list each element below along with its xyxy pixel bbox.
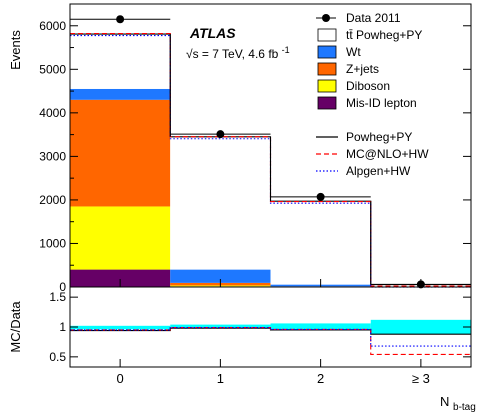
legend-swatch xyxy=(317,28,337,42)
legend-swatch xyxy=(317,45,337,59)
x-tick-label: 1 xyxy=(217,371,224,386)
bar-z-jets-0 xyxy=(70,99,171,207)
legend-label: Wt xyxy=(346,45,361,59)
x-tick-label: 0 xyxy=(117,371,124,386)
legend-label: Alpgen+HW xyxy=(346,164,411,178)
y-tick-label-main: 4000 xyxy=(39,106,66,120)
bar-tt-powheg-py-0 xyxy=(70,17,171,89)
x-tick-label: 2 xyxy=(317,371,324,386)
legend-label: tt̄ Powheg+PY xyxy=(346,28,422,42)
bar-tt-powheg-py-2 xyxy=(270,201,371,285)
data-point-1 xyxy=(216,130,225,139)
ratio-panel: 0.5 1 1.5 0 1 2 ≥ 3 xyxy=(49,286,472,386)
main-panel: 0 1000 2000 3000 4000 5000 6000 xyxy=(39,3,472,294)
bar-wt-0 xyxy=(70,88,171,100)
legend-label: Data 2011 xyxy=(346,11,401,25)
y-tick-label-main: 2000 xyxy=(39,193,66,207)
svg-text:√s = 7 TeV, 4.6 fb -1: √s = 7 TeV, 4.6 fb -1 xyxy=(186,45,290,61)
data-point-0 xyxy=(116,15,125,24)
x-tick-label: ≥ 3 xyxy=(412,371,430,386)
bar-tt-powheg-py-1 xyxy=(170,134,271,270)
y-tick-label-main: 3000 xyxy=(39,149,66,163)
bar-mis-id-lepton-0 xyxy=(70,269,171,287)
legend-label: MC@NLO+HW xyxy=(346,147,429,161)
legend-label: Diboson xyxy=(346,79,390,93)
legend-label: Z+jets xyxy=(346,62,379,76)
ratio-band-1 xyxy=(170,324,271,328)
y-tick-label-ratio: 1.5 xyxy=(49,290,66,304)
y-tick-label-main: 5000 xyxy=(39,62,66,76)
y-tick-label-main: 1000 xyxy=(39,236,66,250)
legend-swatch xyxy=(317,96,337,110)
annotation-energy: √s = 7 TeV, 4.6 fb -1 xyxy=(186,45,290,61)
x-axis-title: N b-tag xyxy=(440,394,476,413)
legend-swatch xyxy=(317,79,337,93)
legend: Data 2011 tt̄ Powheg+PY Wt Z+jets Diboson Mis… xyxy=(316,11,429,178)
x-axis-title-sub: b-tag xyxy=(453,402,476,413)
annotation-energy-text: √s = 7 TeV, 4.6 fb xyxy=(186,47,279,61)
y-tick-label-ratio: 0.5 xyxy=(49,350,66,364)
ratio-line-alpgen-hw xyxy=(70,327,471,347)
x-axis-title-main: N xyxy=(440,394,449,409)
y-tick-label-main: 0 xyxy=(59,280,66,294)
svg-text:N b-tag: N b-tag xyxy=(440,394,476,413)
data-point-2 xyxy=(316,192,325,201)
y-axis-label-ratio: MC/Data xyxy=(8,301,23,353)
annotation-atlas: ATLAS xyxy=(189,25,236,41)
legend-label: Mis-ID lepton xyxy=(346,96,417,110)
ratio-band-0 xyxy=(70,325,171,330)
y-axis-label-main: Events xyxy=(8,30,23,70)
ratio-band-3 xyxy=(370,319,471,335)
ratio-band-2 xyxy=(270,323,371,330)
annotation-energy-sup: -1 xyxy=(282,45,290,55)
bar-diboson-0 xyxy=(70,206,171,270)
legend-label: Powheg+PY xyxy=(346,130,412,144)
bar-wt-1 xyxy=(170,269,271,283)
y-tick-label-ratio: 1 xyxy=(59,320,66,334)
legend-swatch xyxy=(317,62,337,76)
y-tick-label-main: 6000 xyxy=(39,19,66,33)
